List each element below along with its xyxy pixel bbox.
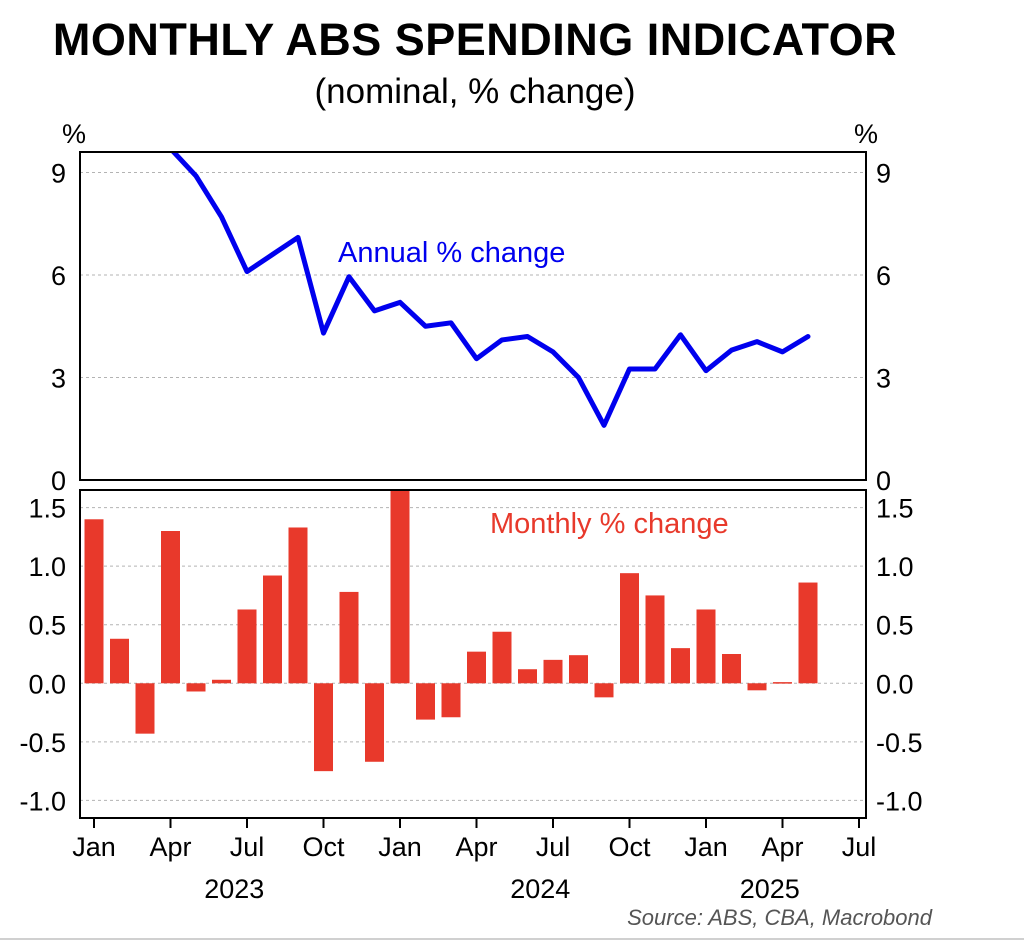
- ticks-layer: 0 0 3 3 6 6 9 9 -1.0 -1.0 -0.5 -0.5 0.0 0.0 0.5 0.5 1.0 1…: [19, 159, 922, 905]
- bar: [135, 683, 155, 734]
- bar: [441, 683, 461, 718]
- bar: [263, 575, 282, 684]
- y-tick-label-right: 9: [876, 159, 891, 189]
- bar: [696, 609, 716, 684]
- bar: [288, 527, 308, 684]
- y-tick-label-right: -1.0: [876, 786, 923, 816]
- bar: [518, 669, 537, 684]
- x-tick-label: Jan: [378, 832, 422, 862]
- x-year-label: 2024: [510, 874, 570, 904]
- x-tick-label: Jul: [230, 832, 265, 862]
- chart-title: MONTHLY ABS SPENDING INDICATOR: [52, 14, 898, 65]
- bar: [543, 659, 563, 684]
- bar: [237, 609, 257, 684]
- bar: [594, 683, 614, 698]
- bar: [186, 683, 206, 692]
- chart-subtitle: (nominal, % change): [314, 72, 636, 111]
- page-bottom-rule: [0, 938, 1024, 940]
- bar: [645, 595, 665, 684]
- x-tick-label: Jan: [72, 832, 116, 862]
- y-tick-label-right: 1.5: [876, 494, 914, 524]
- y-tick-label-left: -0.5: [19, 728, 66, 758]
- y-unit-right: %: [854, 119, 878, 149]
- bar: [671, 648, 690, 684]
- y-tick-label-left: 9: [51, 159, 66, 189]
- x-tick-label: Apr: [455, 832, 497, 862]
- y-tick-label-left: 3: [51, 364, 66, 394]
- bar: [492, 631, 512, 684]
- y-tick-label-left: 1.0: [28, 552, 66, 582]
- y-tick-label-left: -1.0: [19, 786, 66, 816]
- bottom-panel-frame: [79, 489, 867, 819]
- bar: [339, 591, 359, 684]
- bar: [569, 655, 588, 684]
- y-tick-label-right: 1.0: [876, 552, 914, 582]
- x-tick-label: Jan: [684, 832, 728, 862]
- x-tick-label: Oct: [302, 832, 345, 862]
- bar: [365, 683, 384, 762]
- x-tick-label: Jul: [536, 832, 571, 862]
- monthly-series-label: Monthly % change: [490, 508, 729, 540]
- bars-layer: [84, 490, 818, 772]
- bar: [161, 531, 180, 684]
- bar: [722, 654, 741, 684]
- bar: [467, 651, 486, 684]
- bar: [110, 638, 129, 684]
- y-tick-label-left: 1.5: [28, 494, 66, 524]
- y-tick-label-right: -0.5: [876, 728, 923, 758]
- x-tick-label: Jul: [842, 832, 877, 862]
- x-tick-label: Oct: [608, 832, 651, 862]
- bar: [747, 683, 767, 691]
- source-note: Source: ABS, CBA, Macrobond: [627, 905, 932, 930]
- y-tick-label-right: 0: [876, 466, 891, 496]
- y-tick-label-left: 0.0: [28, 669, 66, 699]
- bar: [416, 683, 435, 720]
- x-tick-label: Apr: [149, 832, 191, 862]
- bar: [84, 519, 104, 684]
- top-panel-frame: [79, 151, 867, 481]
- y-tick-label-right: 0.0: [876, 669, 914, 699]
- annual-line: [170, 152, 811, 428]
- y-tick-label-right: 3: [876, 364, 891, 394]
- bar: [773, 682, 792, 684]
- bar: [798, 582, 818, 684]
- x-year-label: 2025: [740, 874, 800, 904]
- y-unit-left: %: [62, 119, 86, 149]
- y-tick-label-right: 0.5: [876, 611, 914, 641]
- frame-layer: [79, 151, 867, 819]
- bar: [390, 490, 410, 684]
- bar: [314, 683, 333, 772]
- x-tick-label: Apr: [761, 832, 803, 862]
- line-layer: [170, 152, 811, 428]
- y-tick-label-right: 6: [876, 261, 891, 291]
- y-tick-label-left: 0.5: [28, 611, 66, 641]
- annual-series-label: Annual % change: [338, 237, 565, 269]
- x-year-label: 2023: [204, 874, 264, 904]
- y-tick-label-left: 0: [51, 466, 66, 496]
- bar: [620, 573, 639, 684]
- y-tick-label-left: 6: [51, 261, 66, 291]
- bar: [212, 679, 231, 684]
